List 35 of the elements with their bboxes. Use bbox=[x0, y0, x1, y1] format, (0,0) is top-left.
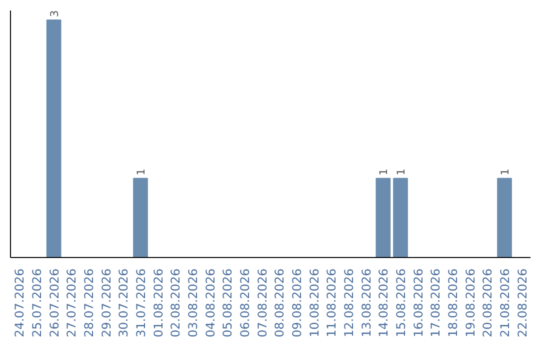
x-tick-label: 17.08.2026 bbox=[428, 268, 443, 338]
x-tick-label: 12.08.2026 bbox=[342, 268, 356, 338]
x-tick-label: 22.08.2026 bbox=[515, 268, 530, 338]
x-tick-label: 07.08.2026 bbox=[255, 268, 270, 338]
x-tick-label: 27.07.2026 bbox=[64, 268, 79, 338]
data-label: 1 bbox=[377, 168, 390, 176]
x-tick-label: 28.07.2026 bbox=[82, 268, 96, 338]
x-tick-label: 06.08.2026 bbox=[238, 268, 252, 338]
x-tick-label: 09.08.2026 bbox=[290, 268, 304, 338]
x-tick-label: 24.07.2026 bbox=[12, 268, 27, 338]
x-tick-label: 03.08.2026 bbox=[186, 268, 200, 338]
x-tick-label: 30.07.2026 bbox=[116, 268, 131, 338]
x-tick-label: 11.08.2026 bbox=[324, 268, 339, 338]
x-tick-label: 25.07.2026 bbox=[30, 268, 44, 338]
x-tick-label: 10.08.2026 bbox=[307, 268, 322, 338]
x-tick-label: 05.08.2026 bbox=[220, 268, 235, 338]
data-label: 1 bbox=[134, 168, 148, 176]
x-tick-label: 13.08.2026 bbox=[359, 268, 374, 338]
x-tick-label: 29.07.2026 bbox=[99, 268, 114, 338]
x-tick-label: 08.08.2026 bbox=[272, 268, 287, 338]
x-tick-label: 21.08.2026 bbox=[498, 268, 512, 338]
x-tick-label: 15.08.2026 bbox=[394, 268, 408, 338]
data-label: 1 bbox=[498, 168, 512, 176]
data-label: 3 bbox=[48, 10, 61, 17]
x-tick-label: 14.08.2026 bbox=[376, 268, 391, 338]
x-tick-label: 31.07.2026 bbox=[134, 268, 148, 338]
x-tick-label: 04.08.2026 bbox=[203, 268, 218, 338]
data-label: 1 bbox=[394, 168, 408, 176]
x-tick-label: 01.08.2026 bbox=[151, 268, 166, 338]
x-tick-label: 20.08.2026 bbox=[480, 268, 495, 338]
x-tick-label: 19.08.2026 bbox=[463, 268, 478, 338]
x-tick-label: 16.08.2026 bbox=[411, 268, 426, 338]
x-tick-label: 18.08.2026 bbox=[446, 268, 460, 338]
x-tick-label: 26.07.2026 bbox=[47, 268, 62, 338]
x-tick-label: 02.08.2026 bbox=[168, 268, 183, 338]
